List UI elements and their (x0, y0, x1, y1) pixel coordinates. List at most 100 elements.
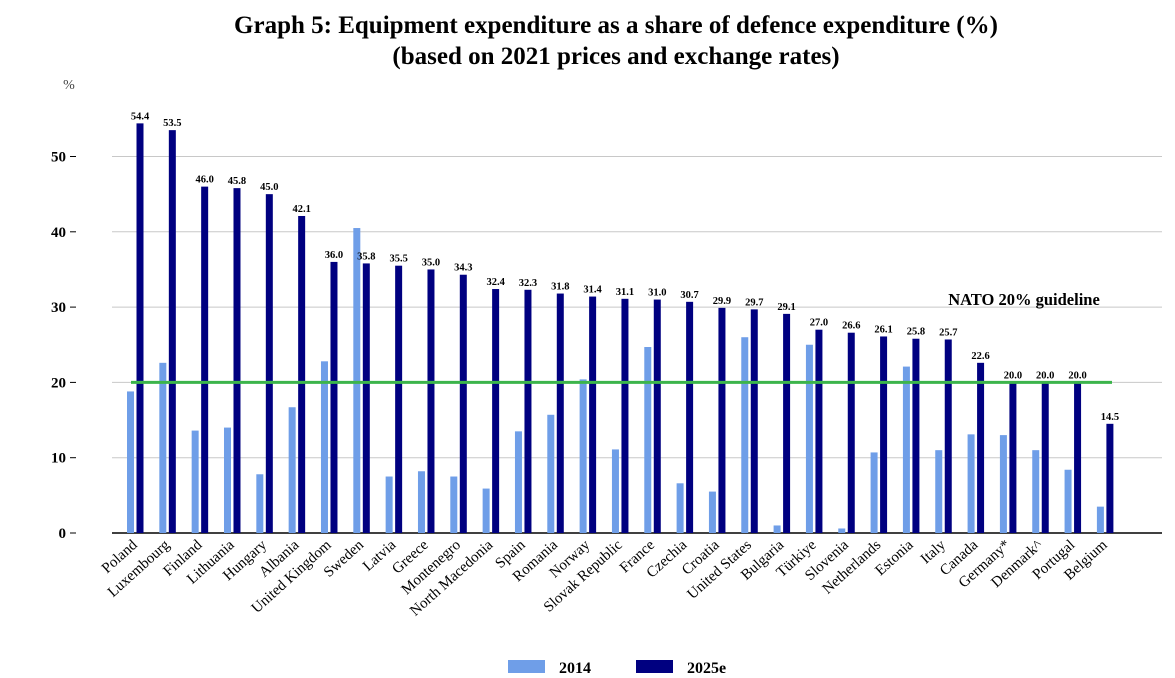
bar-2014 (805, 344, 813, 533)
bar-2014 (935, 450, 943, 533)
legend-swatch-2025e (636, 660, 673, 673)
chart-subtitle: (based on 2021 prices and exchange rates… (392, 43, 840, 70)
bar-2014 (127, 391, 134, 533)
bar-2014 (741, 337, 749, 533)
legend-label-2014: 2014 (559, 660, 591, 677)
bar-2014 (547, 414, 555, 533)
value-label-2025e: 25.7 (939, 327, 957, 338)
bar-2025e (783, 313, 791, 533)
value-label-2025e: 34.3 (454, 263, 472, 274)
value-label-2025e: 31.1 (616, 287, 634, 298)
bar-2025e (168, 130, 176, 533)
bar-2014 (417, 471, 425, 533)
value-label-2025e: 32.3 (519, 278, 537, 289)
bar-2014 (579, 379, 587, 533)
bar-2014 (999, 435, 1007, 533)
bar-2025e (880, 336, 888, 533)
value-label-2025e: 45.0 (260, 182, 278, 193)
value-label-2025e: 26.6 (842, 321, 860, 332)
bar-2014 (223, 427, 231, 533)
bar-2014 (353, 228, 361, 533)
bar-2014 (288, 407, 296, 533)
bar-2025e (653, 299, 661, 533)
value-label-2025e: 31.8 (551, 282, 569, 293)
y-tick-label: 50 (51, 150, 66, 166)
bar-2025e (1106, 423, 1114, 533)
bar-2014 (191, 430, 199, 533)
value-label-2025e: 35.8 (357, 251, 375, 262)
bar-2025e (944, 339, 952, 533)
bar-2025e (233, 188, 241, 533)
bar-2025e (330, 261, 338, 533)
value-label-2025e: 53.5 (163, 118, 181, 129)
y-tick-label: 30 (51, 300, 66, 316)
value-label-2025e: 29.1 (777, 302, 795, 313)
chart-title-block: Graph 5: Equipment expenditure as a shar… (0, 10, 1175, 72)
bar-2025e (427, 269, 435, 533)
bar-2025e (912, 338, 920, 533)
bar-2014 (644, 347, 652, 533)
y-tick-label: 0 (59, 526, 67, 542)
value-label-2025e: 46.0 (195, 175, 213, 186)
y-tick-label: 40 (51, 225, 66, 241)
legend-label-2025e: 2025e (687, 660, 726, 677)
bar-2025e (362, 263, 370, 533)
value-label-2025e: 31.0 (648, 288, 666, 299)
value-label-2025e: 20.0 (1068, 370, 1086, 381)
y-tick-label: 10 (51, 451, 66, 467)
y-tick-label: 20 (51, 375, 66, 391)
bar-2025e (556, 293, 564, 533)
y-axis-unit-label: % (63, 78, 75, 93)
bar-2014 (1096, 506, 1104, 533)
value-label-2025e: 20.0 (1036, 370, 1054, 381)
bar-2014 (1032, 450, 1040, 533)
bar-2014 (482, 488, 490, 533)
value-label-2025e: 26.1 (874, 324, 892, 335)
value-labels: 54.4 53.5 46.0 45.8 45.0 42.1 36.0 35.8 35.5 35.0… (131, 111, 1119, 422)
bar-2025e (847, 332, 855, 533)
bars (127, 123, 1114, 534)
value-label-2025e: 30.7 (680, 290, 698, 301)
legend-swatch-2014 (508, 660, 545, 673)
guideline: NATO 20% guideline (131, 290, 1112, 384)
value-label-2025e: 22.6 (971, 351, 989, 362)
bar-2025e (492, 289, 500, 533)
bar-2025e (977, 362, 985, 533)
bar-2014 (611, 449, 619, 533)
bar-2014 (256, 474, 264, 533)
bar-2025e (1074, 382, 1082, 533)
bar-2014 (902, 366, 910, 533)
value-label-2025e: 36.0 (325, 250, 343, 261)
value-label-2025e: 27.0 (810, 318, 828, 329)
chart-title: Graph 5: Equipment expenditure as a shar… (234, 12, 998, 39)
value-label-2025e: 42.1 (292, 204, 310, 215)
value-label-2025e: 54.4 (131, 111, 150, 122)
bar-2025e (524, 289, 532, 533)
x-tick-label: Estonia (872, 537, 916, 579)
bar-2025e (1009, 382, 1017, 533)
bar-2025e (815, 329, 823, 533)
value-label-2025e: 35.5 (389, 254, 407, 265)
bar-2014 (1064, 469, 1072, 533)
value-label-2025e: 20.0 (1004, 370, 1022, 381)
value-label-2025e: 25.8 (907, 327, 925, 338)
value-label-2025e: 32.4 (486, 277, 505, 288)
bar-2025e (750, 309, 758, 533)
bar-2014 (514, 431, 522, 533)
bar-2025e (589, 296, 597, 533)
bar-2014 (708, 491, 716, 533)
bar-2025e (298, 215, 306, 533)
bar-2014 (838, 528, 846, 533)
bar-2025e (1041, 382, 1049, 533)
bar-2025e (136, 123, 144, 534)
bar-2014 (967, 434, 975, 533)
bar-2014 (320, 361, 328, 533)
value-label-2025e: 29.7 (745, 297, 763, 308)
bar-2025e (201, 186, 209, 533)
bar-2014 (773, 525, 781, 533)
bar-2025e (686, 301, 694, 533)
value-label-2025e: 35.0 (422, 257, 440, 268)
bar-2014 (159, 362, 167, 533)
x-axis-labels: PolandLuxembourgFinlandLithuaniaHungaryA… (99, 537, 1111, 620)
